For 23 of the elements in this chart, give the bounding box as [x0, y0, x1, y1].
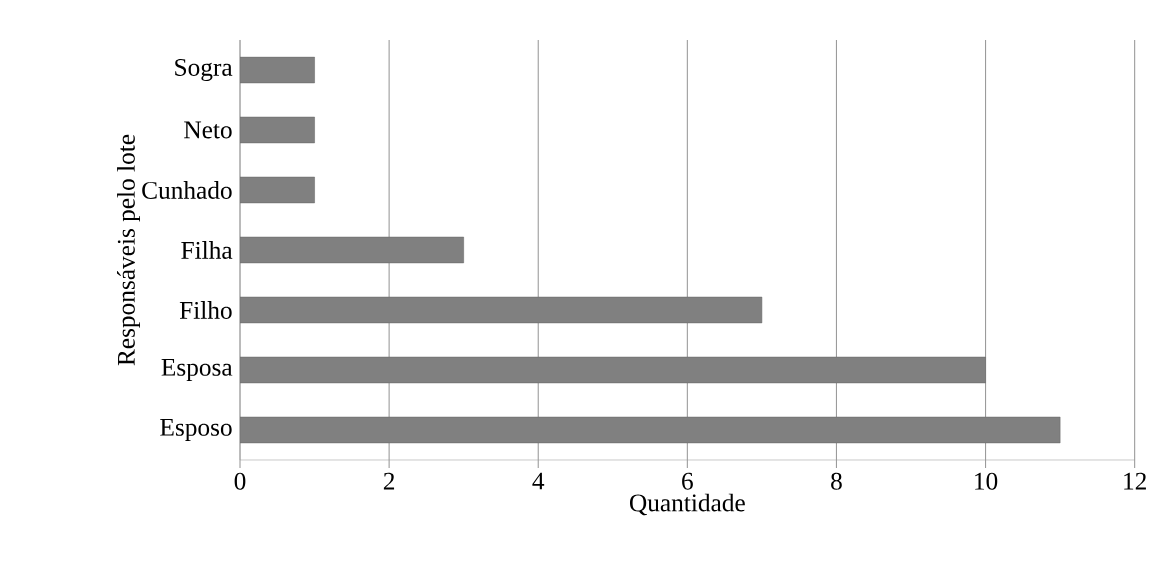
y-axis-title: Responsáveis pelo lote: [117, 134, 141, 366]
y-tick-label: Neto: [184, 121, 232, 139]
y-tick-label: Sogra: [175, 58, 233, 82]
x-tick-label: 8: [831, 472, 842, 490]
y-tick-label: Filha: [181, 241, 233, 259]
x-tick-label: 0: [234, 472, 246, 490]
x-tick-label: 10: [975, 472, 998, 490]
x-tick-label: 6: [682, 472, 693, 490]
bar: [240, 296, 763, 324]
bar: [240, 56, 315, 84]
bar: [240, 116, 315, 144]
y-tick-label: Cunhado: [142, 181, 232, 199]
y-tick-label: Filho: [179, 301, 232, 319]
y-tick-label: Esposa: [161, 359, 233, 381]
bar: [240, 416, 1061, 444]
x-tick-label: 2: [383, 472, 395, 490]
bar: [240, 356, 986, 384]
bar: [240, 236, 464, 264]
y-tick-label: Esposo: [160, 419, 232, 441]
x-tick-label: 4: [532, 472, 545, 490]
x-tick-label: 12: [1124, 472, 1146, 490]
x-axis-title: Quantidade: [630, 493, 745, 516]
bar: [240, 176, 315, 204]
